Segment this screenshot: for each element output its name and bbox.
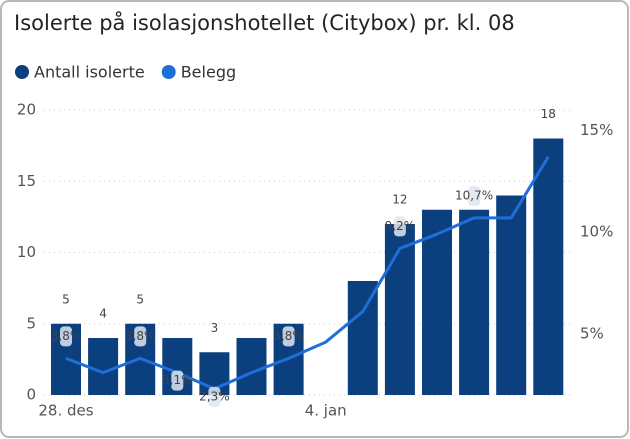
bar <box>459 209 490 395</box>
value-label-bg <box>60 326 72 347</box>
bar-value-label: 4 <box>99 307 107 321</box>
bar-value-label: 12 <box>392 193 407 207</box>
y-tick-label: 15 <box>17 172 36 190</box>
bar-value-label: 5 <box>62 292 70 306</box>
y-tick-label: 20 <box>17 101 36 119</box>
y-tick-label: 5 <box>26 314 36 332</box>
bar <box>533 138 564 395</box>
line-value-label: 3,1% <box>162 373 193 387</box>
line-value-label: 9,2% <box>385 219 416 233</box>
value-label-bg <box>208 386 221 407</box>
y-tick-label: 10 <box>17 243 36 261</box>
legend-label: Belegg <box>181 63 236 82</box>
bar-value-label: 18 <box>541 107 556 121</box>
value-label-bg <box>393 216 406 237</box>
value-label-bg <box>282 326 295 347</box>
bar <box>347 281 378 395</box>
y2-tick-label: 15% <box>580 121 613 139</box>
legend-label: Antall isolerte <box>34 63 145 82</box>
legend-swatch <box>161 65 176 79</box>
x-tick-label: 4. jan <box>305 402 347 420</box>
value-label-bg <box>134 326 147 347</box>
bar-value-label: 5 <box>136 292 144 306</box>
bar-value-label: 3 <box>211 321 219 335</box>
y2-tick-label: 5% <box>580 324 604 342</box>
y2-tick-label: 10% <box>580 223 613 241</box>
value-label-bg <box>171 370 184 391</box>
bar <box>422 209 452 395</box>
line-value-label: 2,3% <box>199 389 230 403</box>
bar <box>236 338 267 395</box>
legend-swatch <box>15 65 29 79</box>
line-value-label: 3,8% <box>273 329 304 343</box>
line-value-label: 3,8% <box>125 329 156 343</box>
x-tick-label: 28. des <box>38 402 93 420</box>
bar <box>496 195 527 395</box>
line-value-label: 3,8% <box>51 329 82 343</box>
value-label-bg <box>468 185 481 206</box>
chart-title: Isolerte på isolasjonshotellet (Citybox)… <box>14 10 515 35</box>
line <box>65 156 550 391</box>
bar <box>88 338 119 395</box>
bar <box>384 224 415 395</box>
line-value-label: 10,7% <box>455 188 493 202</box>
y-tick-label: 0 <box>26 386 36 404</box>
